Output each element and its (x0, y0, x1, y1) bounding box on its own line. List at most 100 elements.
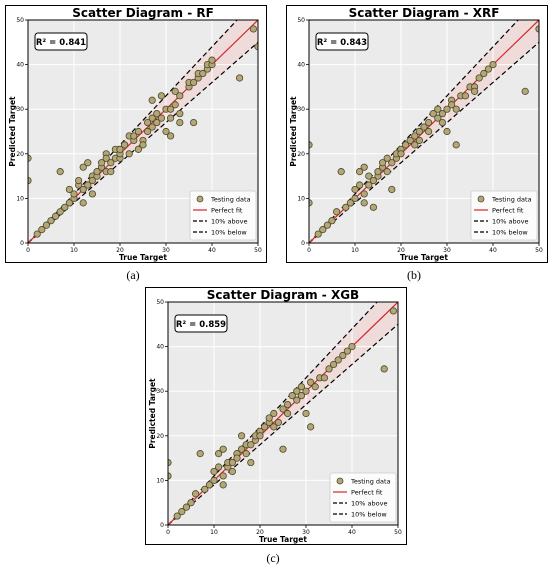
legend-label-above: 10% above (351, 500, 387, 508)
y-axis-label: Predicted Target (289, 96, 298, 167)
data-point (265, 414, 273, 422)
x-tick-label: 20 (397, 247, 405, 254)
legend-label-testing: Testing data (491, 196, 532, 204)
data-point (167, 132, 175, 140)
data-point (365, 172, 373, 180)
data-point (182, 503, 191, 511)
data-point (521, 87, 529, 95)
legend-label-above: 10% above (492, 218, 528, 226)
data-point (178, 508, 186, 516)
x-tick-label: 50 (254, 247, 262, 254)
data-point (302, 387, 310, 395)
data-point (56, 208, 64, 216)
data-point (173, 512, 181, 520)
data-point (102, 154, 110, 162)
data-point (42, 221, 51, 229)
data-point (176, 118, 184, 127)
data-point (167, 105, 175, 113)
data-point (448, 101, 456, 109)
data-point (98, 159, 106, 167)
data-point (311, 383, 319, 391)
x-tick-label: 40 (348, 529, 356, 536)
data-point (167, 114, 175, 122)
data-point (61, 203, 69, 211)
data-point (302, 409, 310, 418)
data-point (247, 441, 255, 449)
data-point (134, 127, 142, 136)
y-tick-label: 20 (156, 433, 164, 440)
data-point (323, 221, 332, 229)
r2-box (34, 32, 88, 51)
data-point (328, 217, 336, 225)
data-point (452, 141, 460, 149)
plot-layer (168, 302, 398, 525)
legend-label-perfect: Perfect fit (211, 207, 243, 215)
data-point (420, 123, 428, 131)
x-tick-label: 10 (70, 247, 78, 254)
data-point (33, 230, 41, 238)
data-point (215, 450, 223, 458)
data-point (219, 472, 227, 480)
data-point (309, 199, 313, 207)
chart-title: Scatter Diagram - XRF (349, 6, 500, 20)
data-point (320, 374, 328, 382)
data-point (84, 181, 92, 189)
data-point (176, 92, 184, 100)
x-axis-label: True Target (400, 253, 448, 262)
data-point (134, 145, 142, 153)
data-point (65, 199, 74, 207)
data-point (79, 163, 87, 171)
x-tick-label: 0 (307, 247, 311, 254)
data-point (107, 159, 115, 167)
data-point (279, 405, 287, 413)
data-point (411, 132, 419, 140)
x-tick-label: 0 (26, 247, 30, 254)
data-point (438, 110, 446, 118)
data-point (79, 199, 87, 207)
data-point (256, 432, 264, 440)
data-point (261, 423, 269, 431)
data-point (168, 458, 172, 467)
data-point (65, 185, 74, 194)
plot-layer (28, 20, 258, 243)
data-point (228, 467, 237, 476)
data-point (88, 176, 97, 185)
data-point (157, 92, 165, 100)
x-tick-label: 10 (210, 529, 218, 536)
chart-panel-xrf: 0 10 20 30 40 50 0 10 20 30 40 50 Scatter Diagram - … (286, 5, 548, 267)
data-point (208, 56, 216, 64)
y-tick-label: 50 (156, 299, 164, 306)
data-point (153, 110, 161, 118)
data-point (148, 123, 156, 131)
data-point (93, 168, 101, 176)
y-tick-label: 10 (297, 195, 305, 202)
data-point (284, 409, 292, 418)
chart-panel-rf: 0 10 20 30 40 50 0 10 20 30 40 50 Scatter Diagram - … (5, 5, 267, 267)
y-tick-label: 10 (16, 195, 24, 202)
data-point (210, 476, 218, 484)
data-point (51, 212, 60, 220)
data-point (309, 141, 313, 149)
data-point (293, 396, 301, 404)
data-point (196, 450, 204, 458)
data-point (28, 154, 32, 162)
y-tick-label: 0 (160, 522, 164, 529)
data-point (210, 467, 218, 476)
data-point (157, 114, 165, 122)
data-point (307, 423, 315, 431)
y-tick-label: 30 (16, 106, 24, 113)
data-point (121, 141, 129, 149)
data-point (334, 356, 342, 364)
data-point (307, 378, 315, 386)
data-point (342, 203, 350, 211)
data-point (356, 181, 364, 189)
data-point (144, 118, 152, 127)
data-point (330, 360, 338, 369)
data-point (284, 400, 292, 409)
data-point (374, 168, 382, 176)
data-point (475, 74, 483, 82)
data-point (383, 168, 391, 176)
x-tick-label: 30 (302, 529, 310, 536)
data-point (88, 190, 97, 198)
data-point (38, 226, 46, 234)
